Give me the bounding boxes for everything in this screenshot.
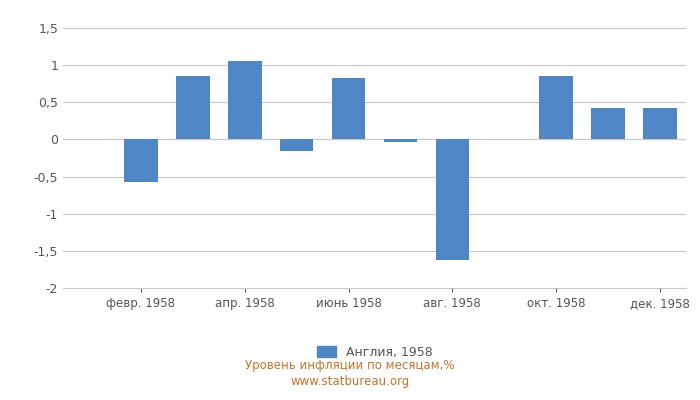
Text: www.statbureau.org: www.statbureau.org: [290, 376, 410, 388]
Bar: [280, 140, 314, 150]
Bar: [592, 108, 625, 140]
Bar: [176, 76, 210, 140]
Bar: [228, 62, 262, 140]
Bar: [435, 140, 469, 260]
Bar: [643, 108, 677, 140]
Bar: [124, 140, 158, 182]
Bar: [539, 76, 573, 140]
Legend: Англия, 1958: Англия, 1958: [312, 341, 438, 364]
Text: Уровень инфляции по месяцам,%: Уровень инфляции по месяцам,%: [245, 360, 455, 372]
Bar: [332, 78, 365, 140]
Bar: [384, 140, 417, 142]
